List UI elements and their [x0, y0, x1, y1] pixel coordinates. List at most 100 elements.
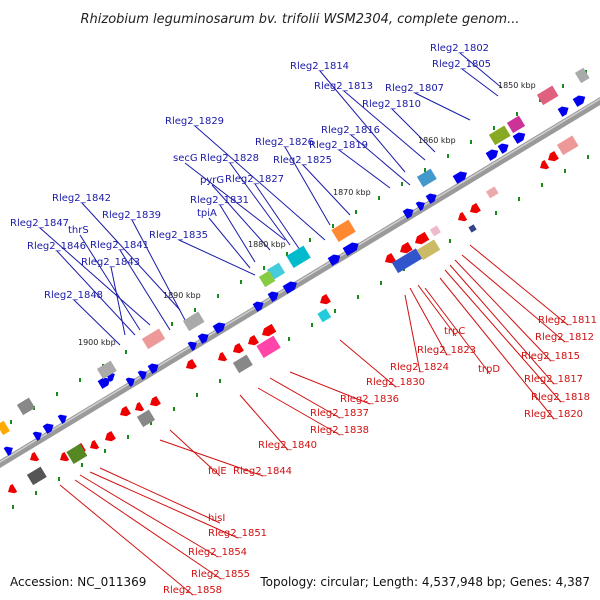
plus-strand-gene-arrow — [212, 322, 226, 334]
minus-strand-gene-label: Rleg2_1837 — [310, 408, 369, 419]
minus-strand-callout-line — [89, 471, 239, 539]
map-title: Rhizobium leguminosarum bv. trifolii WSM… — [81, 12, 520, 27]
plus-strand-gene-arrow — [572, 95, 586, 107]
plus-strand-gene-label: Rleg2_1802 — [430, 43, 489, 54]
plus-strand-gene-label: Rleg2_1805 — [432, 59, 491, 70]
plus-strand-callout-line — [338, 149, 391, 189]
plus-strand-gene-label: Rleg2_1819 — [309, 140, 368, 151]
plus-strand-gene-label: Rleg2_1826 — [255, 137, 314, 148]
plus-strand-gene-label: tpiA — [197, 208, 217, 219]
inner-track-tick — [380, 281, 382, 285]
minus-strand-gene-arrow — [186, 358, 197, 370]
inner-track-tick — [12, 505, 14, 509]
minus-strand-callout-line — [99, 467, 221, 524]
kbp-labels: 1850 kbp 1860 kbp 1870 kbp 1880 kbp 1890 kbp… — [78, 81, 536, 347]
genome-backbone — [0, 96, 600, 469]
minus-strand-callout-line — [79, 474, 219, 558]
minus-strand-gene-label: Rleg2_1838 — [310, 425, 369, 436]
inner-track-tick — [518, 197, 520, 201]
plus-strand-gene-label: Rleg2_1848 — [44, 290, 103, 301]
gene-feature-block — [26, 466, 47, 486]
outer-track-tick — [562, 84, 564, 88]
plus-strand-gene-arrow — [97, 377, 111, 389]
plus-strand-callout-line — [131, 219, 186, 321]
outer-track-tick — [286, 252, 288, 256]
outer-track-tick — [263, 266, 265, 270]
plus-strand-gene-arrow — [282, 281, 297, 294]
plus-strand-gene-label: secG — [173, 153, 198, 164]
gene-feature-block — [416, 239, 441, 261]
inner-track-tick — [288, 337, 290, 341]
plus-strand-gene-arrow — [267, 291, 279, 302]
plus-strand-gene-label: Rleg2_1839 — [102, 210, 161, 221]
accession-text: Accession: NC_011369 — [10, 575, 146, 589]
outer-track-tick — [79, 378, 81, 382]
plus-strand-callout-line — [459, 52, 503, 89]
plus-strand-gene-label: Rleg2_1842 — [52, 193, 111, 204]
minus-strand-callout-line — [444, 269, 562, 403]
plus-strand-gene-label: Rleg2_1827 — [225, 174, 284, 185]
minus-strand-callout-line — [289, 371, 371, 405]
inner-track-tick — [58, 477, 60, 481]
outer-track-tick — [10, 420, 12, 424]
minus-strand-gene-label: Rleg2_1823 — [417, 345, 476, 356]
minus-strand-gene-label: Rleg2_1830 — [366, 377, 425, 388]
plus-strand-gene-arrow — [557, 106, 569, 117]
minus-strand-gene-label: Rleg2_1812 — [535, 332, 594, 343]
plus-strand-gene-arrow — [485, 149, 499, 161]
plus-strand-callout-line — [211, 184, 271, 251]
minus-strand-gene-arrow — [248, 334, 259, 346]
kbp-position-label: 1900 kbp — [78, 338, 116, 347]
gene-feature-block — [429, 225, 441, 237]
plus-strand-callout-line — [219, 204, 256, 263]
gene-features — [0, 67, 590, 494]
plus-strand-callout-line — [178, 239, 256, 276]
minus-strand-gene-arrow — [262, 323, 277, 337]
minus-strand-gene-label: Rleg2_1815 — [521, 351, 580, 362]
inner-track-tick — [587, 155, 589, 159]
minus-strand-callout-line — [74, 479, 222, 580]
minus-strand-callout-line — [339, 339, 397, 388]
plus-strand-callout-line — [194, 125, 326, 241]
gene-feature-block — [258, 270, 276, 288]
plus-strand-gene-label: Rleg2_1831 — [190, 195, 249, 206]
minus-strand-gene-arrow — [233, 342, 244, 354]
minus-strand-gene-arrow — [8, 484, 18, 494]
minus-strand-gene-label: Rleg2_1836 — [340, 394, 399, 405]
minus-strand-gene-label: Rleg2_1840 — [258, 440, 317, 451]
plus-strand-gene-arrow — [137, 370, 147, 380]
genome-summary-text: Topology: circular; Length: 4,537,948 bp… — [259, 575, 590, 589]
plus-strand-gene-arrow — [187, 341, 197, 351]
plus-strand-gene-arrow — [415, 201, 425, 211]
minus-strand-callout-line — [461, 254, 566, 343]
outer-track-tick — [332, 224, 334, 228]
inner-track-tick — [127, 435, 129, 439]
plus-strand-gene-arrow — [512, 132, 526, 144]
plus-strand-callout-line — [39, 227, 151, 326]
plus-strand-gene-label: Rleg2_1829 — [165, 116, 224, 127]
gene-feature-block — [182, 311, 205, 332]
gene-feature-block — [66, 443, 88, 464]
gene-feature-block — [256, 335, 281, 358]
gene-feature-block — [16, 397, 36, 416]
inner-track-tick — [357, 295, 359, 299]
inner-track-tick — [219, 379, 221, 383]
plus-strand-callout-line — [414, 92, 471, 121]
plus-strand-callout-line — [119, 249, 171, 331]
outer-track-tick — [355, 210, 357, 214]
minus-strand-gene-arrow — [458, 212, 468, 222]
outer-track-tick — [470, 140, 472, 144]
plus-strand-gene-arrow — [197, 333, 209, 344]
minus-strand-gene-label: Rleg2_1855 — [191, 569, 250, 580]
plus-strand-gene-arrow — [252, 301, 264, 312]
outer-track-tick — [125, 350, 127, 354]
outer-track-tick — [401, 182, 403, 186]
inner-track-tick — [81, 463, 83, 467]
minus-strand-gene-label: Rleg2_1817 — [524, 374, 583, 385]
plus-strand-gene-label: Rleg2_1843 — [81, 257, 140, 268]
outer-track-tick — [217, 294, 219, 298]
gene-feature-block — [574, 67, 590, 84]
inner-track-tick — [104, 449, 106, 453]
minus-strand-callout-line — [169, 429, 221, 477]
gene-feature-block — [556, 135, 579, 156]
